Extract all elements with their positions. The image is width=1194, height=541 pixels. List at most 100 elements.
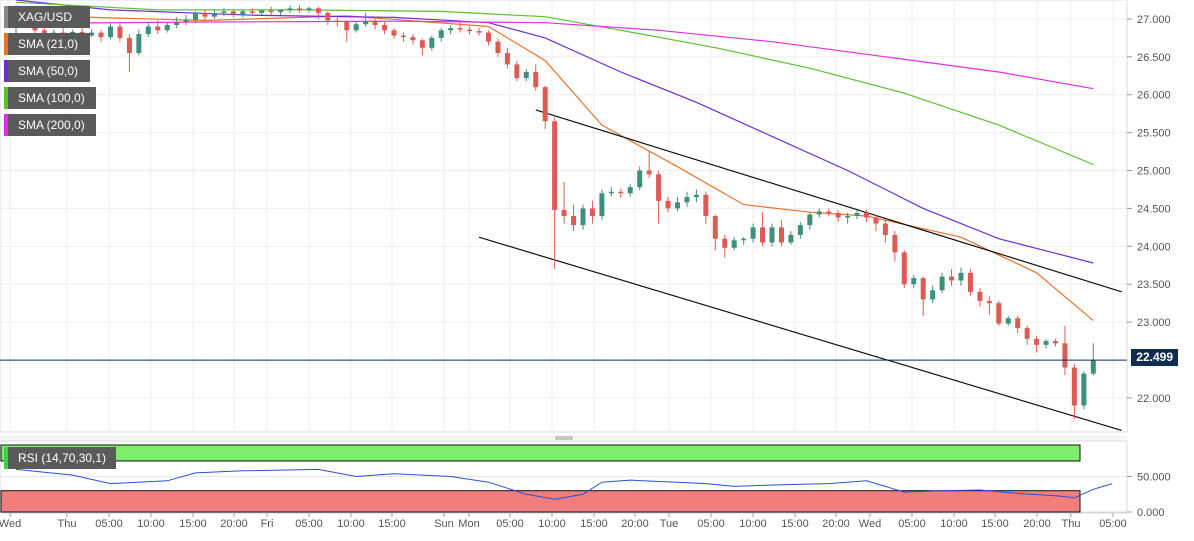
candle-body [476, 31, 482, 33]
rsi-overbought-zone [0, 444, 1081, 462]
candle-body [920, 278, 926, 300]
time-tick-label: 15:00 [179, 518, 207, 530]
candle-body [533, 72, 539, 88]
candle-body [1071, 367, 1077, 406]
candle-body [108, 26, 113, 38]
legend-swatch [4, 6, 8, 28]
time-tick-label: 10:00 [337, 518, 365, 530]
candle-body [854, 212, 860, 216]
candle-body [145, 26, 151, 35]
candle-body [816, 211, 822, 215]
candle-body [684, 197, 690, 203]
time-tick-label: 05:00 [496, 518, 524, 530]
candle-body [221, 11, 227, 13]
candle-body [230, 11, 236, 15]
legend-symbol[interactable]: XAG/USD [4, 6, 90, 28]
candle-body [967, 272, 973, 292]
time-tick-label: 15:00 [981, 518, 1009, 530]
candle-body [788, 234, 794, 243]
legend-rsi[interactable]: RSI (14,70,30,1) [4, 447, 116, 469]
time-tick-label: 20:00 [621, 518, 649, 530]
candle-body [514, 64, 520, 79]
candle-body [429, 37, 435, 48]
candle-body [675, 202, 680, 209]
price-tick-label: 24.500 [1137, 203, 1171, 215]
price-tick-label: 25.000 [1137, 166, 1171, 178]
legend-sma-21[interactable]: SMA (21,0) [4, 33, 90, 55]
legend-swatch [4, 87, 8, 109]
candle-body [193, 12, 199, 20]
candle-body [363, 21, 369, 25]
price-tick-label: 27.000 [1137, 14, 1171, 26]
candle-body [807, 214, 813, 226]
candle-body [70, 31, 76, 35]
legend-sma-21-label: SMA (21,0) [18, 37, 79, 51]
candle-body [400, 35, 406, 38]
time-tick-label: Thu [1062, 518, 1081, 530]
candle-body [646, 170, 652, 175]
candle-body [996, 303, 1002, 324]
candle-body [731, 240, 737, 248]
candle-body [760, 227, 766, 243]
time-tick-label: 15:00 [378, 518, 406, 530]
candle-body [1015, 318, 1021, 329]
candle-body [457, 28, 463, 30]
candle-body [561, 209, 567, 216]
candle-body [693, 194, 699, 198]
candle-body [174, 21, 180, 26]
candle-body [117, 26, 123, 38]
candle-body [637, 170, 643, 188]
candle-body [325, 12, 331, 21]
time-tick-label: Thu [58, 518, 77, 530]
candle-body [845, 216, 851, 218]
time-tick-label: Mon [458, 518, 479, 530]
legend-sma-50-label: SMA (50,0) [18, 64, 79, 78]
candle-body [486, 32, 491, 42]
rsi-line [15, 468, 1113, 500]
candle-body [287, 8, 293, 10]
legend-swatch [4, 33, 8, 55]
legend-rsi-label: RSI (14,70,30,1) [18, 451, 107, 465]
sma-line [15, 20, 1094, 90]
candle-body [826, 211, 832, 213]
price-tick-label: 23.500 [1137, 279, 1171, 291]
candle-body [211, 12, 217, 17]
candle-body [977, 291, 983, 301]
candle-body [542, 87, 548, 122]
candle-body [939, 276, 945, 291]
candle-body [467, 29, 473, 32]
candle-body [353, 24, 359, 31]
candle-body [1034, 338, 1040, 345]
candle-body [1081, 373, 1087, 406]
candle-body [599, 193, 605, 216]
candle-body [741, 238, 747, 241]
time-tick-label: 10:00 [739, 518, 767, 530]
candle-body [344, 21, 350, 31]
candle-body [306, 8, 312, 10]
candle-body [571, 216, 577, 226]
candle-body [580, 208, 586, 226]
time-tick-label: 15:00 [781, 518, 809, 530]
candle-body [882, 223, 888, 235]
time-tick-label: 05:00 [898, 518, 926, 530]
legend-symbol-label: XAG/USD [18, 10, 73, 24]
legend-sma-50[interactable]: SMA (50,0) [4, 60, 90, 82]
time-tick-label: 05:00 [295, 518, 323, 530]
candle-body [372, 21, 378, 26]
price-tick-label: 25.500 [1137, 128, 1171, 140]
legend-sma-100[interactable]: SMA (100,0) [4, 87, 96, 109]
candle-body [183, 19, 189, 22]
candle-body [618, 191, 624, 194]
time-tick-label: 05:00 [95, 518, 123, 530]
candle-body [419, 40, 425, 48]
candle-body [703, 194, 709, 216]
candle-body [608, 191, 614, 194]
legend-swatch [4, 447, 8, 469]
candle-body [665, 200, 671, 209]
candle-body [240, 11, 246, 15]
candle-body [769, 227, 775, 243]
candle-body [930, 290, 936, 300]
legend-sma-200[interactable]: SMA (200,0) [4, 114, 96, 136]
